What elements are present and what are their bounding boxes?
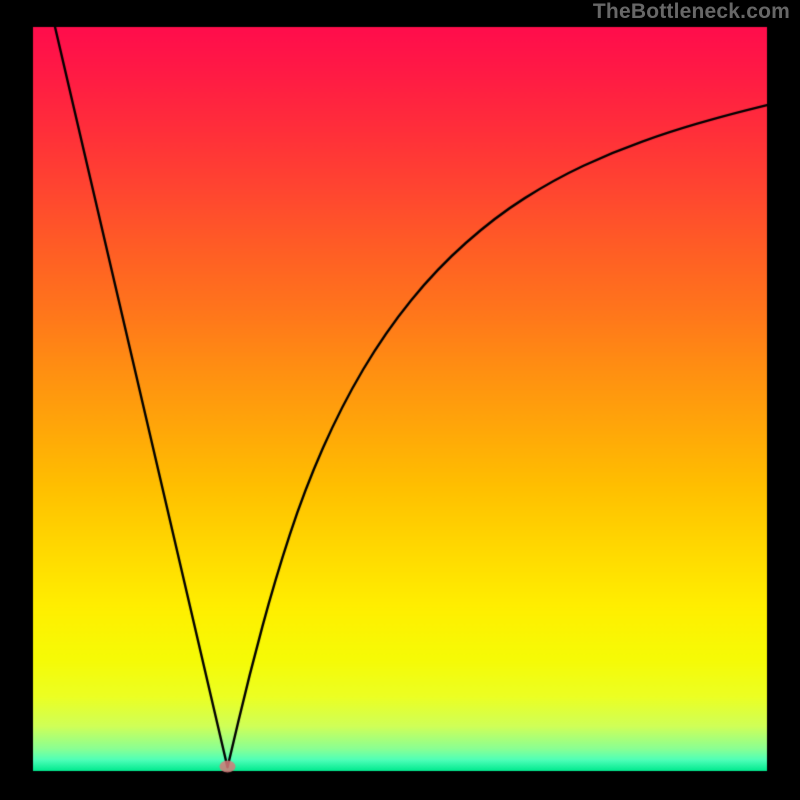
- watermark-text: TheBottleneck.com: [593, 0, 790, 24]
- bottleneck-chart: [0, 0, 800, 800]
- chart-container: { "watermark": { "text": "TheBottleneck.…: [0, 0, 800, 800]
